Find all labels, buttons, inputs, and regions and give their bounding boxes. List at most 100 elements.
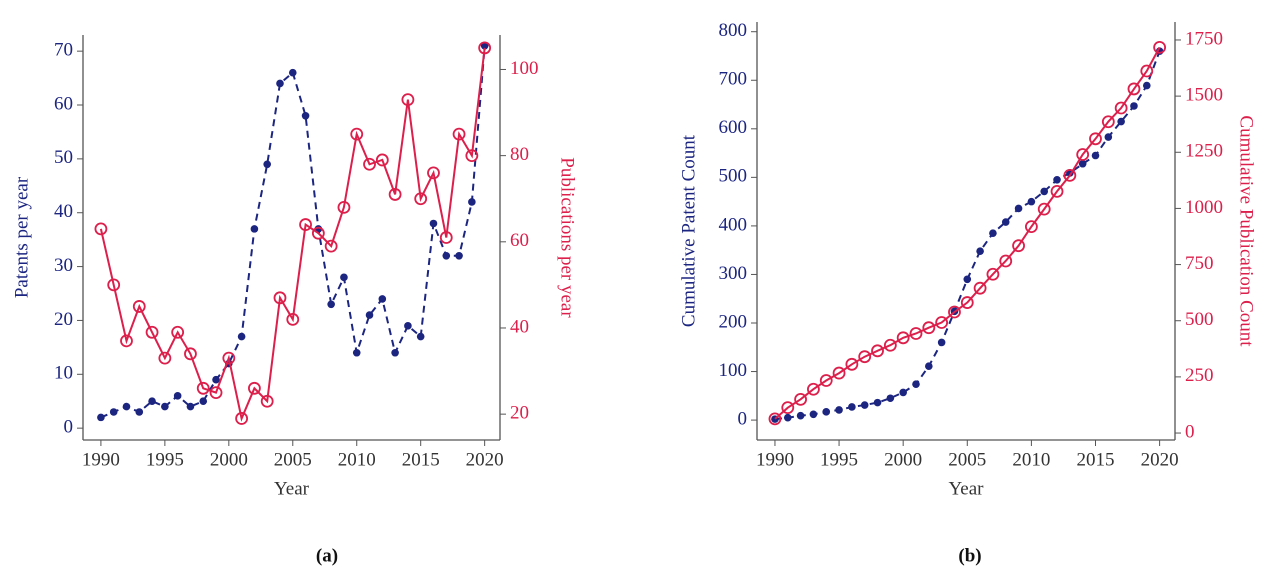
y-tick-label: 10 [54,363,73,384]
point [414,192,428,206]
point [465,149,479,163]
point [401,93,415,107]
y2-tick-label: 60 [510,230,529,251]
point [768,412,782,426]
point [439,231,453,244]
point [871,344,884,358]
point [480,41,489,50]
point [912,380,920,388]
point [796,411,805,420]
point [1140,64,1154,78]
point [324,239,338,253]
point [158,351,172,365]
point [1127,82,1141,96]
x-axis-label: Year [274,478,310,499]
point [263,160,271,169]
x-tick-label: 2015 [402,449,440,470]
y-tick-label: 600 [719,117,748,138]
point [1117,117,1125,126]
point [209,386,223,400]
point [860,401,869,409]
point [783,413,792,422]
point [845,357,859,371]
point [122,402,131,411]
point [832,366,846,380]
x-tick-label: 1995 [146,449,184,470]
point [1027,197,1036,206]
point [340,273,348,282]
point [288,68,297,77]
point [427,166,440,180]
series-line [99,47,486,422]
y-tick-label: 20 [54,309,73,330]
point [794,392,807,406]
x-tick-label: 2010 [338,449,376,470]
point [452,127,466,141]
point [97,413,105,422]
point [352,348,361,357]
x-tick-label: 2010 [1012,449,1050,470]
y-tick-label: 0 [738,408,748,429]
x-tick-label: 1990 [756,449,794,470]
point [896,331,910,345]
point [276,79,284,88]
point [1130,102,1138,110]
point [848,403,856,411]
point [948,305,961,319]
y-axis-label: Patents per year [11,176,32,298]
y2-tick-label: 0 [1185,421,1195,442]
point [94,222,108,236]
point [925,362,933,371]
y-tick-label: 700 [719,69,748,90]
point [222,351,236,365]
point [416,332,425,341]
point [391,348,399,357]
point [109,408,118,416]
x-tick-label: 1995 [820,449,858,470]
point [365,311,374,319]
point [375,153,389,167]
y-tick-label: 60 [54,93,73,114]
point [350,127,364,141]
point [145,325,159,339]
point [883,338,897,352]
point [935,316,949,329]
point [237,332,246,341]
y-tick-label: 70 [54,40,73,61]
y2-tick-label: 20 [510,403,529,424]
x-tick-label: 1990 [82,449,120,470]
point [186,402,195,411]
series-line [100,45,486,419]
point [286,312,300,326]
x-tick-label: 2020 [1141,449,1179,470]
point [199,397,208,406]
point [909,327,923,340]
y-tick-label: 50 [54,147,73,168]
x-tick-label: 2020 [466,449,504,470]
point [986,267,1000,281]
point [1063,169,1077,182]
point [973,281,987,295]
point [1101,115,1115,129]
panel-caption: (a) [316,545,338,566]
point [132,300,146,313]
series-line [774,46,1161,420]
x-axis-label: Year [948,478,984,499]
point [260,394,274,408]
point [886,394,895,403]
x-tick-label: 2005 [948,449,986,470]
point [1114,101,1128,115]
y-tick-label: 30 [54,255,73,276]
point [1014,204,1023,213]
point [311,226,325,240]
y2-tick-label: 1500 [1185,84,1223,105]
series-line [774,50,1161,421]
point [161,402,169,411]
point [173,392,182,400]
point [960,296,974,309]
point [1142,81,1151,90]
point [1104,133,1113,141]
point [1153,40,1167,54]
point [1053,175,1061,184]
